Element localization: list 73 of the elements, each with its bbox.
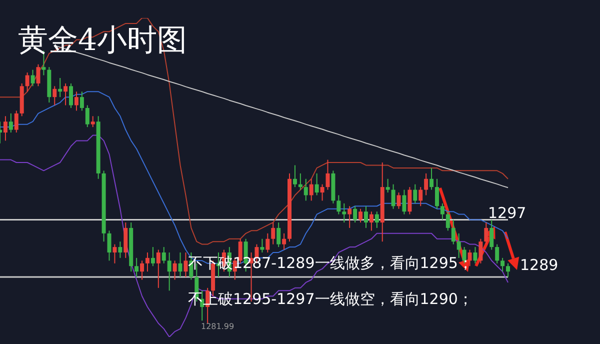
candlestick — [364, 206, 368, 228]
candlestick — [85, 104, 90, 128]
candlestick — [52, 86, 57, 106]
candlestick — [156, 249, 160, 288]
candlestick — [69, 82, 74, 108]
candlestick — [446, 211, 450, 232]
candlestick — [309, 178, 314, 202]
candlestick — [430, 167, 434, 190]
candlestick — [112, 244, 117, 264]
candlestick — [304, 178, 308, 202]
candlestick — [276, 222, 281, 248]
candlestick — [320, 184, 324, 202]
candlestick — [36, 64, 40, 87]
candlestick — [266, 232, 270, 253]
candlestick — [282, 232, 286, 250]
candlestick — [495, 244, 500, 264]
candlestick — [424, 172, 428, 196]
candlestick — [107, 230, 112, 262]
candlestick — [326, 159, 330, 190]
candlestick — [74, 91, 78, 112]
candlestick — [369, 211, 374, 232]
annotation: 1297 — [488, 204, 526, 222]
candlestick — [386, 178, 390, 193]
candlestick — [500, 257, 505, 272]
candlestick — [490, 219, 494, 250]
candlestick — [172, 260, 177, 280]
candlestick — [162, 246, 166, 264]
candlestick — [80, 91, 84, 112]
candlestick — [506, 262, 510, 278]
candlestick — [348, 206, 352, 228]
candlestick — [150, 246, 155, 267]
candlestick — [184, 252, 188, 278]
candlestick — [391, 184, 396, 210]
candlestick — [413, 184, 418, 204]
candlestick — [167, 252, 172, 292]
candlestick — [468, 249, 472, 267]
candlestick — [473, 246, 478, 264]
text: 1289 — [520, 256, 558, 274]
candlestick — [134, 257, 139, 278]
candlestick — [8, 112, 13, 134]
candlestick — [64, 82, 68, 106]
candlestick — [402, 189, 406, 215]
candlestick — [358, 208, 363, 223]
candlestick — [30, 69, 35, 87]
candlestick — [271, 222, 276, 245]
candlestick — [451, 219, 456, 245]
candlestick — [440, 202, 444, 220]
candlestick — [478, 238, 483, 264]
candlestick — [58, 77, 62, 98]
candlestick — [353, 206, 358, 223]
candlestick — [342, 202, 346, 223]
candlestick — [484, 222, 488, 245]
candlestick — [418, 186, 423, 207]
candlestick — [14, 110, 18, 134]
candlestick — [336, 194, 341, 215]
candlestick — [140, 260, 144, 280]
candlestick — [314, 172, 319, 196]
candlestick — [118, 241, 122, 258]
candlestick — [462, 246, 466, 264]
annotation: 1281.99 — [201, 322, 234, 332]
candlestick — [25, 72, 30, 92]
candlestick — [434, 178, 439, 210]
candlestick — [292, 164, 297, 188]
candlestick — [298, 172, 302, 190]
candlestick — [178, 252, 182, 278]
candlestick — [408, 186, 412, 215]
candlestick — [3, 116, 8, 142]
candlestick — [396, 192, 401, 210]
candlestick — [260, 238, 264, 253]
candlestick — [90, 116, 95, 128]
candlestick — [145, 252, 150, 272]
candlestick — [456, 232, 461, 258]
candlestick — [374, 211, 379, 228]
